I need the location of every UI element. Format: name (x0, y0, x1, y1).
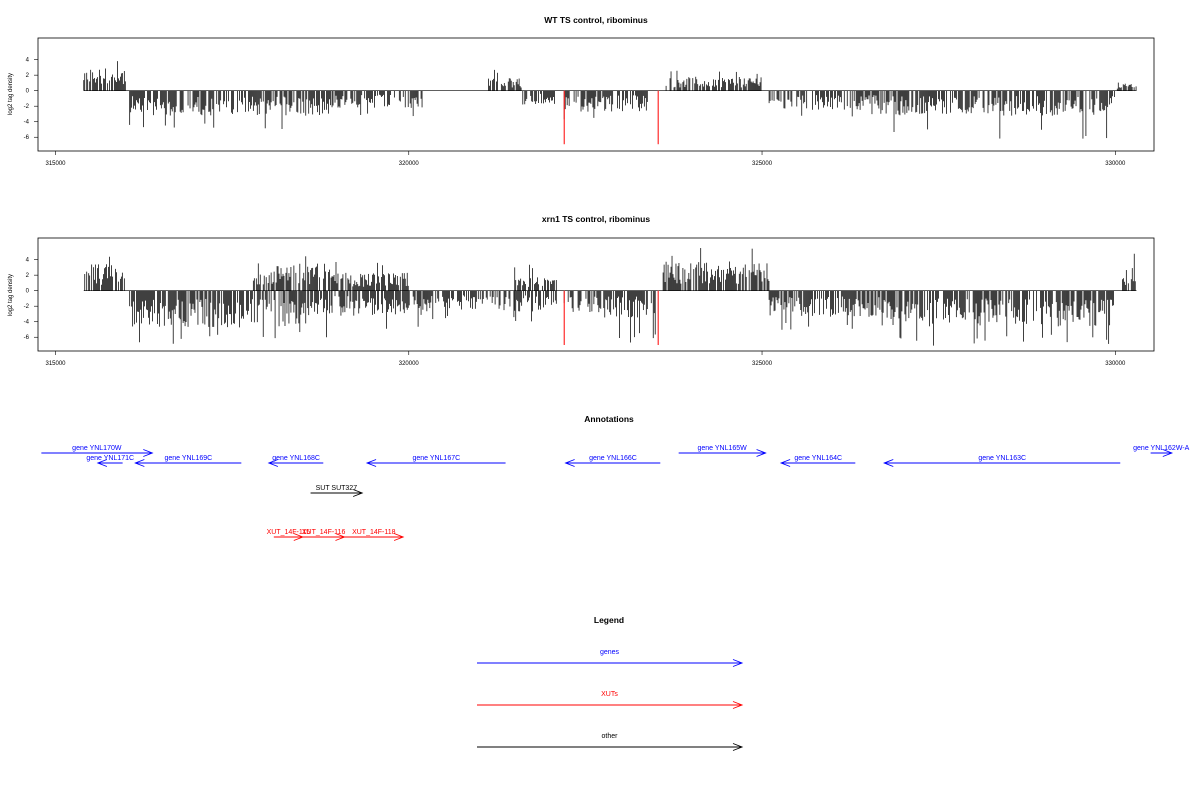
legend-items: genes XUTs other (477, 649, 744, 751)
xrn1-panel-y-axis: 4 2 0 -2 -4 -6 (24, 258, 38, 341)
annotation-gene: gene YNL163C (883, 455, 1121, 467)
wt-panel-x-axis: 315000 320000 325000 330000 (45, 151, 1126, 167)
y-tick-label: 4 (26, 258, 30, 264)
annotation-label: gene YNL163C (978, 455, 1026, 462)
annotation-gene: gene YNL165W (678, 445, 767, 457)
annotation-gene: gene YNL168C (267, 455, 324, 467)
legend-label: other (602, 733, 619, 740)
annotation-label: XUT_14F-118 (352, 529, 396, 536)
annotation-arrowhead (1162, 449, 1174, 457)
wt-panel-frame (37, 37, 1155, 152)
annotations-title: Annotations (584, 414, 634, 424)
annotation-label: gene YNL166C (589, 455, 637, 462)
xrn1-panel-ylabel: log2 tag density (8, 274, 14, 316)
wt-panel-y-axis: 4 2 0 -2 -4 -6 (24, 58, 38, 141)
annotation-arrowhead (393, 533, 405, 541)
legend-arrowhead (732, 701, 744, 709)
annotation-other: SUT SUT327 (310, 485, 364, 497)
annotation-label: gene YNL169C (164, 455, 212, 462)
annotation-label: gene YNL165W (697, 445, 747, 452)
x-tick-label: 320000 (399, 361, 420, 367)
y-tick-label: -6 (24, 135, 30, 141)
wt-panel-title: WT TS control, ribominus (544, 15, 648, 25)
y-tick-label: 2 (26, 73, 30, 79)
annotation-gene: gene YNL169C (134, 455, 242, 467)
annotation-gene: gene YNL171C (86, 455, 134, 467)
wt-panel-highlights (563, 90, 659, 145)
annotation-gene: gene YNL167C (365, 455, 506, 467)
annotation-arrowhead (564, 459, 575, 467)
legend-label: XUTs (601, 691, 618, 698)
y-tick-label: -4 (24, 120, 30, 126)
legend-title: Legend (594, 615, 624, 625)
xrn1-panel-frame (37, 237, 1155, 352)
annotation-label: XUT_14F-115 (267, 529, 311, 536)
legend-entry-xut: XUTs (477, 691, 744, 709)
annotation-label: gene YNL167C (412, 455, 460, 462)
x-tick-label: 330000 (1105, 361, 1126, 367)
annotation-arrowhead (365, 459, 377, 467)
y-tick-label: 4 (26, 58, 30, 64)
annotation-arrowhead (779, 459, 791, 467)
y-tick-label: -2 (24, 104, 30, 110)
annotation-label: gene YNL170W (72, 445, 122, 452)
annotation-gene: gene YNL166C (564, 455, 661, 467)
annotation-gene: gene YNL170W (41, 445, 154, 457)
annotation-items: gene YNL170W gene YNL171C gene YNL169C gene… (41, 445, 1190, 541)
y-tick-label: -4 (24, 320, 30, 326)
annotation-arrowhead (883, 459, 894, 467)
wt-panel-bars (83, 61, 1137, 139)
y-tick-label: -2 (24, 304, 30, 310)
xrn1-panel: xrn1 TS control, ribominus log2 tag dens… (8, 214, 1155, 367)
annotation-arrowhead (134, 459, 145, 467)
x-tick-label: 325000 (752, 161, 773, 167)
x-tick-label: 320000 (399, 161, 420, 167)
y-tick-label: 2 (26, 273, 30, 279)
legend-entry-other: other (477, 733, 744, 751)
xrn1-panel-bars (83, 248, 1137, 346)
y-tick-label: -6 (24, 335, 30, 341)
xrn1-panel-x-axis: 315000 320000 325000 330000 (45, 351, 1126, 367)
annotation-label: gene YNL168C (272, 455, 320, 462)
y-tick-label: 0 (26, 289, 30, 295)
annotation-arrowhead (756, 449, 767, 457)
x-tick-label: 315000 (45, 361, 66, 367)
annotation-gene: gene YNL162W-A (1133, 445, 1190, 457)
legend-arrowhead (732, 659, 744, 667)
annotation-xut: XUT_14F-118 (344, 529, 405, 541)
annotation-gene: gene YNL164C (779, 455, 856, 467)
y-tick-label: 0 (26, 89, 30, 95)
wt-panel-ylabel: log2 tag density (8, 73, 14, 115)
annotation-arrowhead (143, 449, 154, 457)
annotation-label: SUT SUT327 (316, 485, 358, 492)
legend-label: genes (600, 649, 620, 656)
annotation-label: XUT_14F-116 (302, 529, 346, 536)
legend: Legend genes XUTs other (477, 615, 744, 751)
annotation-label: gene YNL164C (794, 455, 842, 462)
wt-panel: WT TS control, ribominus log2 tag densit… (8, 15, 1155, 167)
annotation-arrowhead (352, 489, 364, 497)
annotation-xut: XUT_14F-116 (302, 529, 346, 541)
legend-entry-gene: genes (477, 649, 744, 667)
xrn1-panel-title: xrn1 TS control, ribominus (542, 214, 650, 224)
annotation-arrowhead (96, 459, 108, 467)
x-tick-label: 325000 (752, 361, 773, 367)
annotation-label: gene YNL171C (86, 455, 134, 462)
annotation-label: gene YNL162W-A (1133, 445, 1189, 452)
x-tick-label: 330000 (1105, 161, 1126, 167)
x-tick-label: 315000 (45, 161, 66, 167)
xrn1-panel-highlights (563, 290, 659, 345)
annotation-arrowhead (267, 459, 279, 467)
legend-arrowhead (732, 743, 744, 751)
